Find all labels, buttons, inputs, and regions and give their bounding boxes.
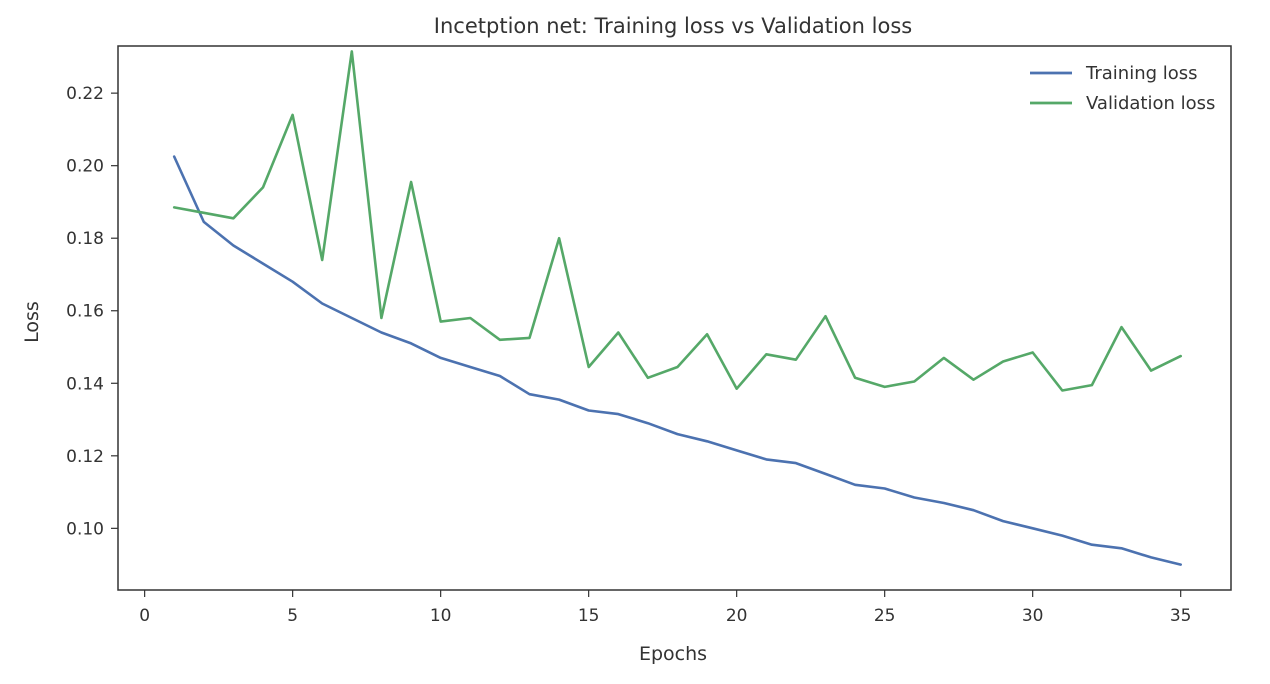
y-tick-label: 0.18 (66, 229, 104, 249)
y-axis-label: Loss (21, 301, 43, 343)
y-tick-label: 0.12 (66, 447, 104, 467)
series-lines (172, 50, 1182, 566)
x-tick-label: 25 (874, 606, 896, 626)
y-tick-label: 0.10 (66, 519, 104, 539)
x-tick-label: 35 (1170, 606, 1192, 626)
x-tick-label: 5 (287, 606, 298, 626)
x-axis-ticks: 0 5 10 15 20 25 30 35 (139, 590, 1191, 626)
x-axis-label: Epochs (639, 643, 707, 665)
x-tick-label: 15 (578, 606, 600, 626)
x-tick-label: 0 (139, 606, 150, 626)
y-tick-label: 0.16 (66, 302, 104, 322)
plot-area-frame (117, 45, 1232, 591)
y-tick-label: 0.14 (66, 374, 104, 394)
chart-title: Incetption net: Training loss vs Validat… (434, 14, 912, 38)
y-tick-label: 0.20 (66, 157, 104, 177)
x-tick-label: 10 (430, 606, 452, 626)
x-tick-label: 30 (1022, 606, 1044, 626)
x-tick-label: 20 (726, 606, 748, 626)
training-loss-line (172, 155, 1182, 566)
legend-label: Training loss (1085, 63, 1198, 84)
legend: Training loss Validation loss (1030, 63, 1215, 114)
validation-loss-line (172, 50, 1182, 392)
legend-label: Validation loss (1086, 93, 1215, 114)
y-axis-ticks: 0.10 0.12 0.14 0.16 0.18 0.20 0.22 (66, 84, 118, 539)
y-tick-label: 0.22 (66, 84, 104, 104)
